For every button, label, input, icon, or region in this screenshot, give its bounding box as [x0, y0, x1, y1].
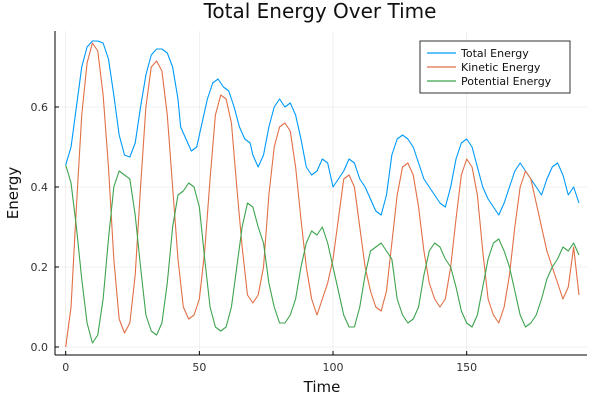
y-tick-label-3: 0.6 [31, 101, 49, 114]
x-axis-title: Time [303, 378, 341, 396]
y-tick-label-1: 0.2 [31, 261, 49, 274]
y-axis-title: Energy [4, 167, 22, 220]
axis-layer: 0 50 100 150 0.0 0.2 0.4 0.6 [31, 31, 587, 374]
x-tick-label-0: 0 [62, 361, 69, 374]
series-line-kinetic-energy [65, 42, 580, 348]
x-tick-label-2: 100 [323, 361, 344, 374]
legend-label-2: Potential Energy [461, 75, 552, 88]
legend-label-1: Kinetic Energy [461, 61, 541, 74]
chart-title: Total Energy Over Time [203, 0, 437, 23]
series-line-total-energy [65, 40, 580, 216]
y-tick-label-2: 0.4 [31, 181, 49, 194]
y-tick-label-0: 0.0 [31, 341, 49, 354]
series-layer [65, 40, 580, 348]
series-line-potential-energy [65, 164, 580, 344]
x-tick-label-1: 50 [192, 361, 206, 374]
x-tick-label-3: 150 [456, 361, 477, 374]
legend-label-0: Total Energy [460, 47, 529, 60]
